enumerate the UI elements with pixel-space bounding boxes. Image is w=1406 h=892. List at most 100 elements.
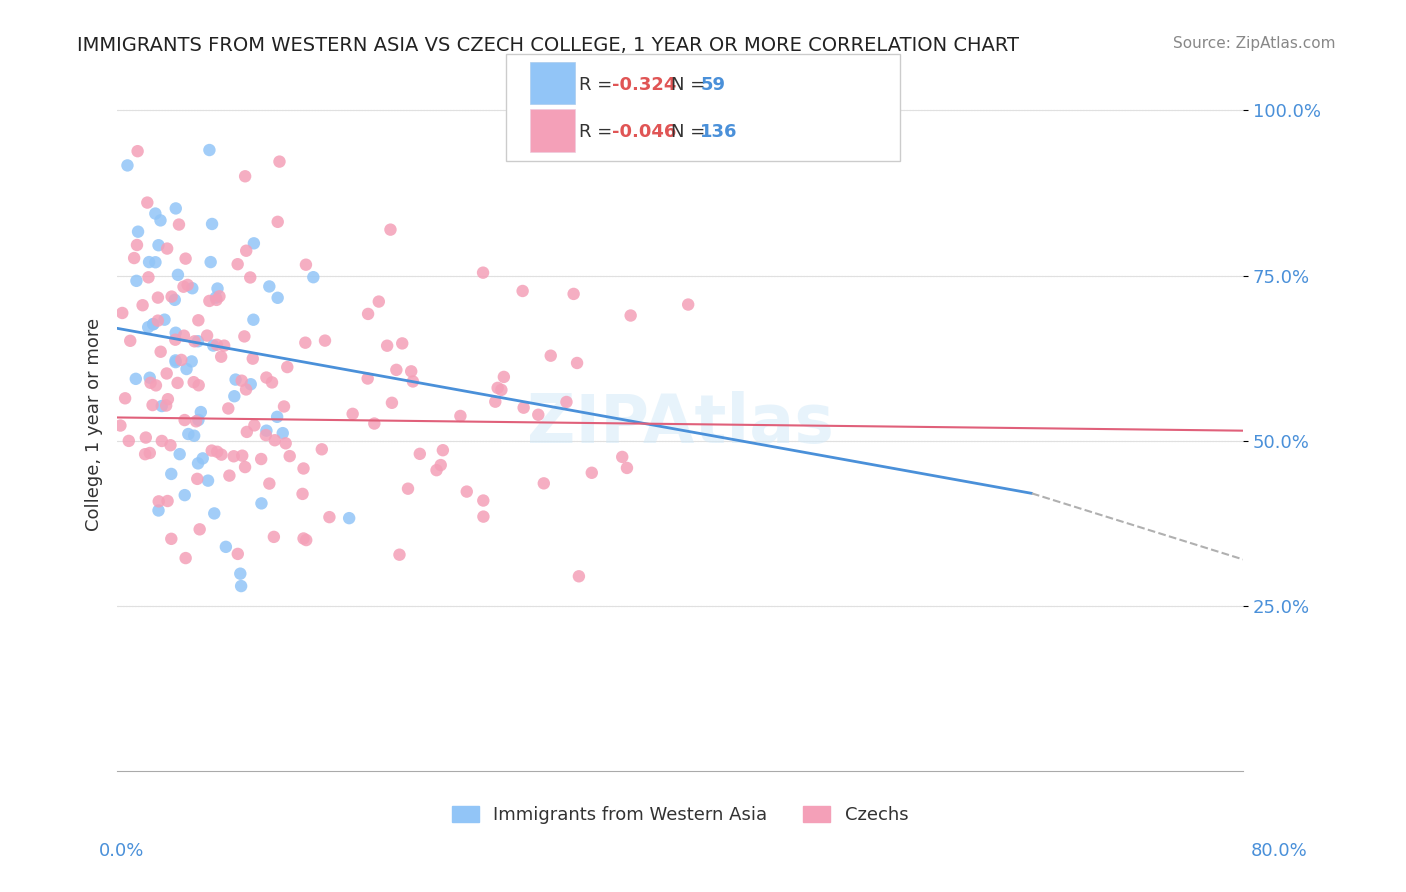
Point (198, 293, 221, 308)
Point (176, 277, 198, 292)
Point (292, 461, 315, 475)
Point (242, 312, 264, 326)
Point (167, 268, 190, 282)
Text: R =: R = (579, 76, 619, 94)
Point (337, 511, 360, 525)
Point (146, 291, 169, 305)
Point (266, 409, 288, 424)
Text: -0.324: -0.324 (612, 76, 676, 94)
Point (226, 257, 249, 271)
Point (429, 458, 451, 472)
Point (233, 460, 256, 475)
Point (295, 258, 318, 272)
Point (229, 566, 252, 581)
Text: 59: 59 (700, 76, 725, 94)
Point (174, 551, 197, 566)
Point (125, 238, 148, 252)
Point (142, 317, 165, 331)
Text: R =: R = (579, 123, 619, 141)
Point (295, 533, 318, 547)
Point (250, 496, 273, 510)
Point (205, 338, 228, 352)
Point (209, 350, 232, 364)
Point (174, 252, 197, 266)
Point (432, 443, 454, 458)
Point (236, 425, 259, 439)
Point (127, 225, 149, 239)
Point (278, 449, 301, 463)
Point (259, 476, 281, 491)
Point (138, 270, 160, 285)
Point (533, 476, 555, 491)
Point (367, 294, 389, 309)
Point (143, 206, 166, 220)
Point (169, 447, 191, 461)
Text: Source: ZipAtlas.com: Source: ZipAtlas.com (1173, 36, 1336, 51)
Point (472, 266, 495, 280)
Text: 136: 136 (700, 123, 738, 141)
Point (562, 286, 585, 301)
Point (218, 468, 240, 483)
Point (200, 255, 222, 269)
Point (165, 355, 187, 369)
Point (250, 452, 273, 467)
Point (138, 255, 160, 269)
Point (409, 447, 432, 461)
Point (217, 401, 239, 416)
Point (484, 394, 506, 409)
Point (173, 413, 195, 427)
Point (156, 494, 179, 508)
Point (155, 399, 177, 413)
Point (267, 215, 290, 229)
Point (620, 309, 643, 323)
Point (472, 493, 495, 508)
Point (110, 418, 132, 433)
Point (148, 503, 170, 517)
Point (375, 339, 398, 353)
Point (231, 374, 253, 388)
Point (491, 383, 513, 397)
Point (156, 392, 179, 407)
Point (273, 400, 295, 414)
Point (449, 409, 471, 423)
Point (259, 279, 281, 293)
Point (231, 579, 253, 593)
Point (211, 448, 233, 462)
Point (114, 392, 136, 406)
Point (125, 372, 148, 386)
Point (235, 244, 257, 258)
Point (142, 398, 165, 412)
Point (399, 364, 422, 378)
Point (555, 395, 578, 409)
Point (205, 293, 228, 307)
Point (160, 467, 183, 481)
Point (456, 484, 478, 499)
Point (243, 418, 266, 433)
Point (122, 251, 145, 265)
Point (207, 281, 229, 295)
Point (616, 461, 638, 475)
Point (357, 307, 380, 321)
Point (342, 407, 364, 421)
Point (201, 217, 224, 231)
Point (176, 362, 198, 376)
Point (357, 371, 380, 385)
Point (239, 270, 262, 285)
Text: N =: N = (671, 123, 710, 141)
Point (233, 169, 256, 184)
Point (173, 279, 195, 293)
Point (363, 417, 385, 431)
Point (180, 354, 202, 368)
Point (201, 443, 224, 458)
Point (183, 334, 205, 349)
Point (205, 291, 228, 305)
Point (145, 378, 167, 392)
Point (127, 144, 149, 158)
Text: 0.0%: 0.0% (98, 842, 143, 860)
Point (150, 434, 173, 448)
Point (233, 329, 256, 343)
Point (118, 434, 141, 448)
Point (186, 472, 208, 486)
Point (391, 336, 413, 351)
Point (187, 313, 209, 327)
